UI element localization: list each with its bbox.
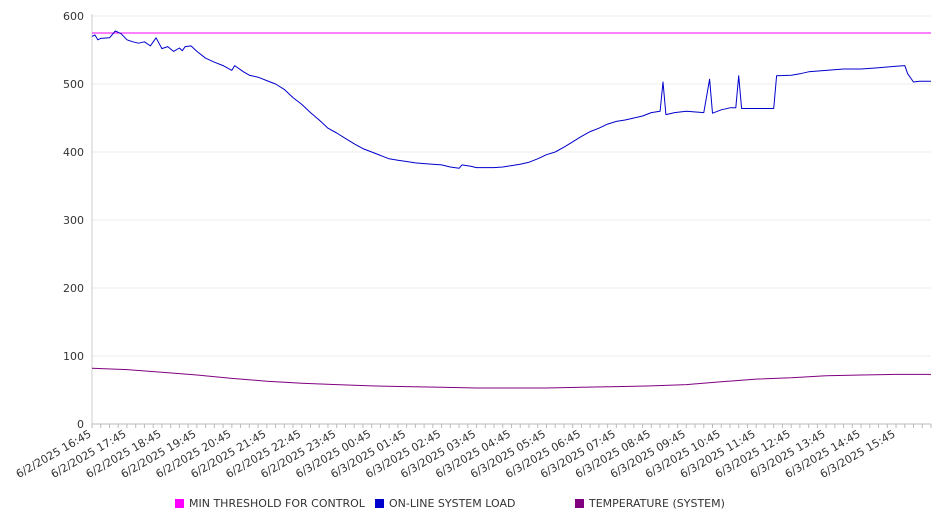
- y-tick-label: 600: [63, 10, 84, 23]
- legend-label-temperature: TEMPERATURE (SYSTEM): [589, 497, 725, 510]
- series-line-temperature: [91, 367, 931, 389]
- series-lines: [91, 30, 931, 389]
- series-line-load: [91, 30, 931, 169]
- legend-swatch-load: [375, 499, 384, 508]
- y-tick-label: 0: [77, 418, 84, 431]
- x-axis: 6/2/2025 16:456/2/2025 17:456/2/2025 18:…: [14, 424, 932, 481]
- y-tick-label: 500: [63, 78, 84, 91]
- legend-label-load: ON-LINE SYSTEM LOAD: [389, 497, 516, 510]
- legend-swatch-temperature: [575, 499, 584, 508]
- y-tick-label: 400: [63, 146, 84, 159]
- y-tick-label: 300: [63, 214, 84, 227]
- legend-label-threshold: MIN THRESHOLD FOR CONTROL: [189, 497, 365, 510]
- legend-swatch-threshold: [175, 499, 184, 508]
- legend: MIN THRESHOLD FOR CONTROL ON-LINE SYSTEM…: [0, 497, 946, 515]
- grid-lines: [91, 14, 931, 425]
- legend-item-load[interactable]: ON-LINE SYSTEM LOAD: [375, 497, 515, 510]
- y-axis: 0 100 200 300 400 500 600: [63, 10, 84, 431]
- y-tick-label: 100: [63, 350, 84, 363]
- y-tick-label: 200: [63, 282, 84, 295]
- legend-item-temperature[interactable]: TEMPERATURE (SYSTEM): [575, 497, 725, 510]
- legend-item-threshold[interactable]: MIN THRESHOLD FOR CONTROL: [175, 497, 365, 510]
